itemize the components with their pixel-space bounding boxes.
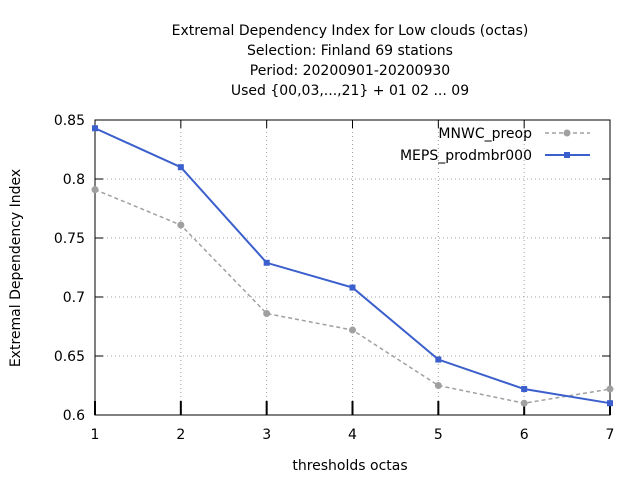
- data-point: [435, 356, 442, 363]
- x-tick-label: 3: [262, 427, 271, 443]
- chart-title: Extremal Dependency Index for Low clouds…: [172, 23, 529, 99]
- data-point: [91, 186, 99, 194]
- x-tick-label: 5: [434, 427, 443, 443]
- legend-marker: [564, 152, 570, 158]
- title-line: Used {00,03,...,21} + 01 02 ... 09: [231, 83, 469, 99]
- x-axis-ticks: 1 2 3 4 5 6 7: [91, 120, 615, 443]
- data-point: [92, 125, 98, 132]
- data-point: [263, 310, 271, 318]
- y-tick-label: 0.65: [54, 349, 85, 365]
- y-tick-label: 0.75: [54, 231, 85, 247]
- legend-label: MNWC_preop: [438, 126, 532, 142]
- title-line: Period: 20200901-20200930: [250, 63, 450, 79]
- x-tick-label: 2: [176, 427, 185, 443]
- y-tick-label: 0.7: [63, 290, 85, 306]
- data-point: [263, 259, 270, 266]
- title-line: Selection: Finland 69 stations: [247, 43, 453, 59]
- series-line: [94, 127, 611, 405]
- title-line: Extremal Dependency Index for Low clouds…: [172, 23, 529, 39]
- series: [91, 125, 614, 407]
- legend-marker: [563, 129, 571, 137]
- data-point: [520, 399, 528, 407]
- y-axis-ticks: 0.6 0.65 0.7 0.75 0.8 0.85: [54, 113, 610, 424]
- data-point: [177, 164, 184, 171]
- data-point: [606, 385, 614, 393]
- data-point: [521, 386, 528, 393]
- x-tick-label: 4: [348, 427, 357, 443]
- data-point: [177, 221, 185, 229]
- data-point: [349, 326, 356, 334]
- data-point: [434, 382, 442, 389]
- y-axis-label: Extremal Dependency Index: [8, 169, 24, 367]
- y-tick-label: 0.6: [63, 408, 85, 424]
- legend: MNWC_preop MEPS_prodmbr000: [400, 126, 590, 164]
- x-tick-label: 6: [520, 427, 529, 443]
- x-axis-label: thresholds octas: [292, 458, 407, 474]
- y-tick-label: 0.8: [63, 172, 85, 188]
- x-tick-label: 7: [606, 427, 615, 443]
- data-point: [349, 284, 356, 291]
- legend-label: MEPS_prodmbr000: [400, 148, 532, 164]
- data-point: [607, 400, 613, 407]
- x-tick-label: 1: [91, 427, 100, 443]
- y-tick-label: 0.85: [54, 113, 85, 129]
